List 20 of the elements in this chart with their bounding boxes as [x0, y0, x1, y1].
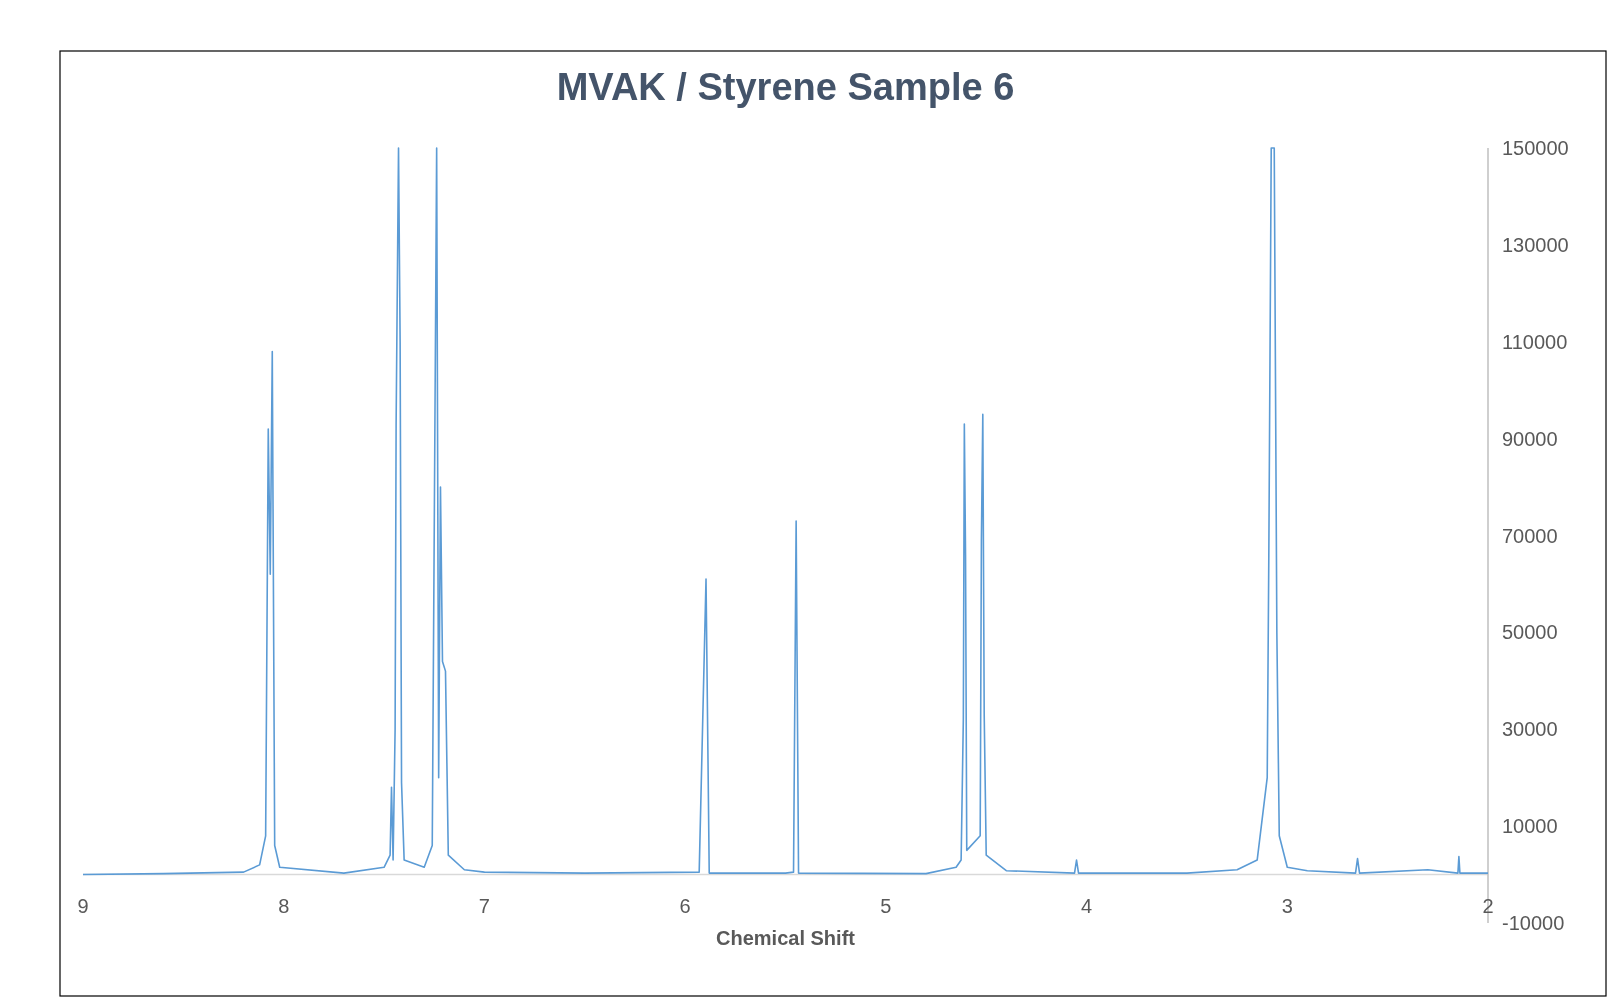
line-series — [82, 147, 1489, 876]
y-tick-label: 130000 — [1502, 233, 1569, 256]
x-tick-label: 5 — [880, 894, 892, 917]
y-tick-label: -10000 — [1502, 912, 1565, 934]
y-tick-label: 10000 — [1502, 815, 1558, 838]
chart-title: MVAK / Styrene Sample 6 — [556, 66, 1015, 108]
x-tick-label: 2 — [1482, 894, 1494, 917]
y-tick-label: 150000 — [1502, 137, 1569, 159]
x-tick-label: 9 — [77, 894, 89, 917]
y-tick-label: 70000 — [1502, 524, 1558, 547]
x-tick-label: 3 — [1281, 894, 1293, 917]
y-tick-label: 50000 — [1502, 621, 1558, 644]
x-tick-label: 8 — [278, 894, 290, 917]
x-axis-title: Chemical Shift — [716, 926, 856, 949]
y-tick-label: 90000 — [1502, 427, 1558, 450]
x-tick-label: 7 — [478, 894, 490, 917]
y-tick-label: 30000 — [1502, 718, 1558, 741]
x-tick-label: 6 — [679, 894, 691, 917]
x-tick-label: 4 — [1081, 894, 1093, 917]
y-tick-label: 110000 — [1502, 330, 1568, 353]
